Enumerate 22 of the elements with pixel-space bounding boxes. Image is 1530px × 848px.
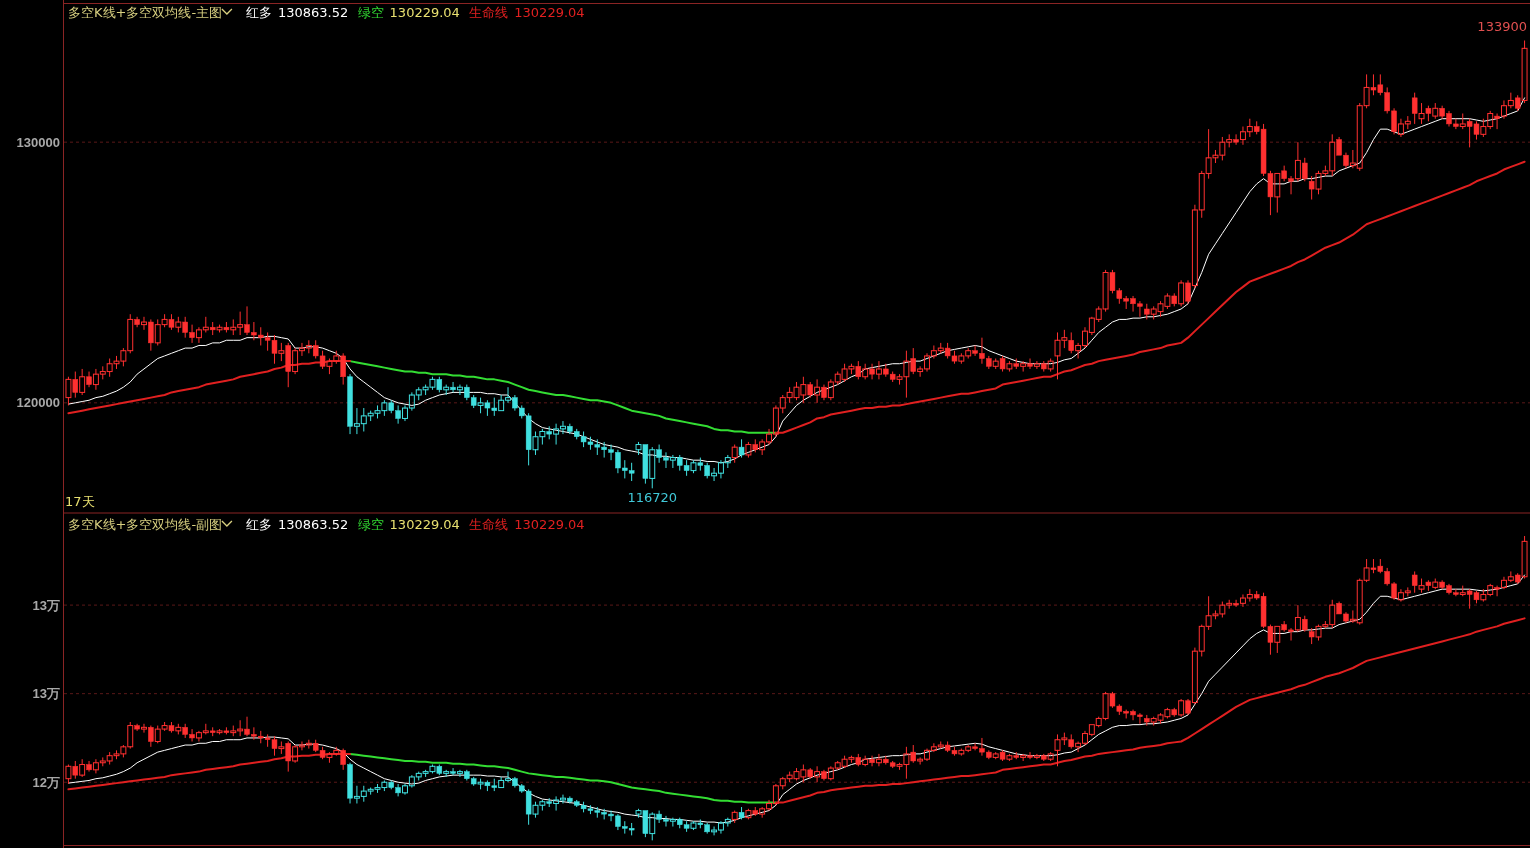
y-tick-label: 12万 xyxy=(32,774,60,790)
text: 红多 xyxy=(245,5,272,20)
y-tick-label: 13万 xyxy=(32,686,60,702)
y-tick-label: 130000 xyxy=(16,134,60,150)
text: 绿空 xyxy=(357,517,384,532)
annotation: 130229.04 xyxy=(514,517,585,532)
annotation: 130229.04 xyxy=(389,5,460,20)
annotation: 130863.52 xyxy=(277,517,349,532)
text: 生命线 xyxy=(469,517,509,532)
chart-title: 多空K线+多空双均线-主图 xyxy=(68,5,223,20)
annotation: 116720 xyxy=(627,490,678,506)
y-tick-label: 13万 xyxy=(32,597,60,613)
annotation: 130229.04 xyxy=(514,5,585,20)
text: 绿空 xyxy=(357,5,384,20)
chart-title: 多空K线+多空双均线-副图 xyxy=(68,517,223,532)
text: 红多 xyxy=(245,517,272,532)
annotation: 130229.04 xyxy=(389,517,460,532)
text: 生命线 xyxy=(469,5,509,20)
annotation: 130863.52 xyxy=(277,5,349,20)
annotation: 133900 xyxy=(1477,18,1527,34)
y-tick-label: 120000 xyxy=(16,395,60,411)
annotation: 17天 xyxy=(65,494,95,509)
